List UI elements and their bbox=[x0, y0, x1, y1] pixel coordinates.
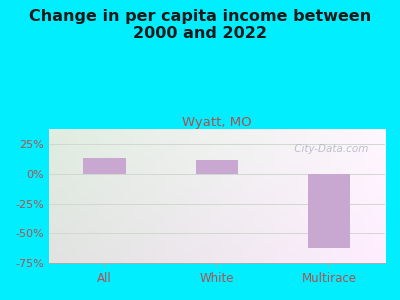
Text: City-Data.com: City-Data.com bbox=[291, 144, 368, 154]
Title: Wyatt, MO: Wyatt, MO bbox=[182, 116, 252, 129]
Bar bbox=[308, 174, 350, 248]
Bar bbox=[83, 158, 126, 174]
Bar bbox=[196, 160, 238, 174]
Text: Change in per capita income between
2000 and 2022: Change in per capita income between 2000… bbox=[29, 9, 371, 41]
